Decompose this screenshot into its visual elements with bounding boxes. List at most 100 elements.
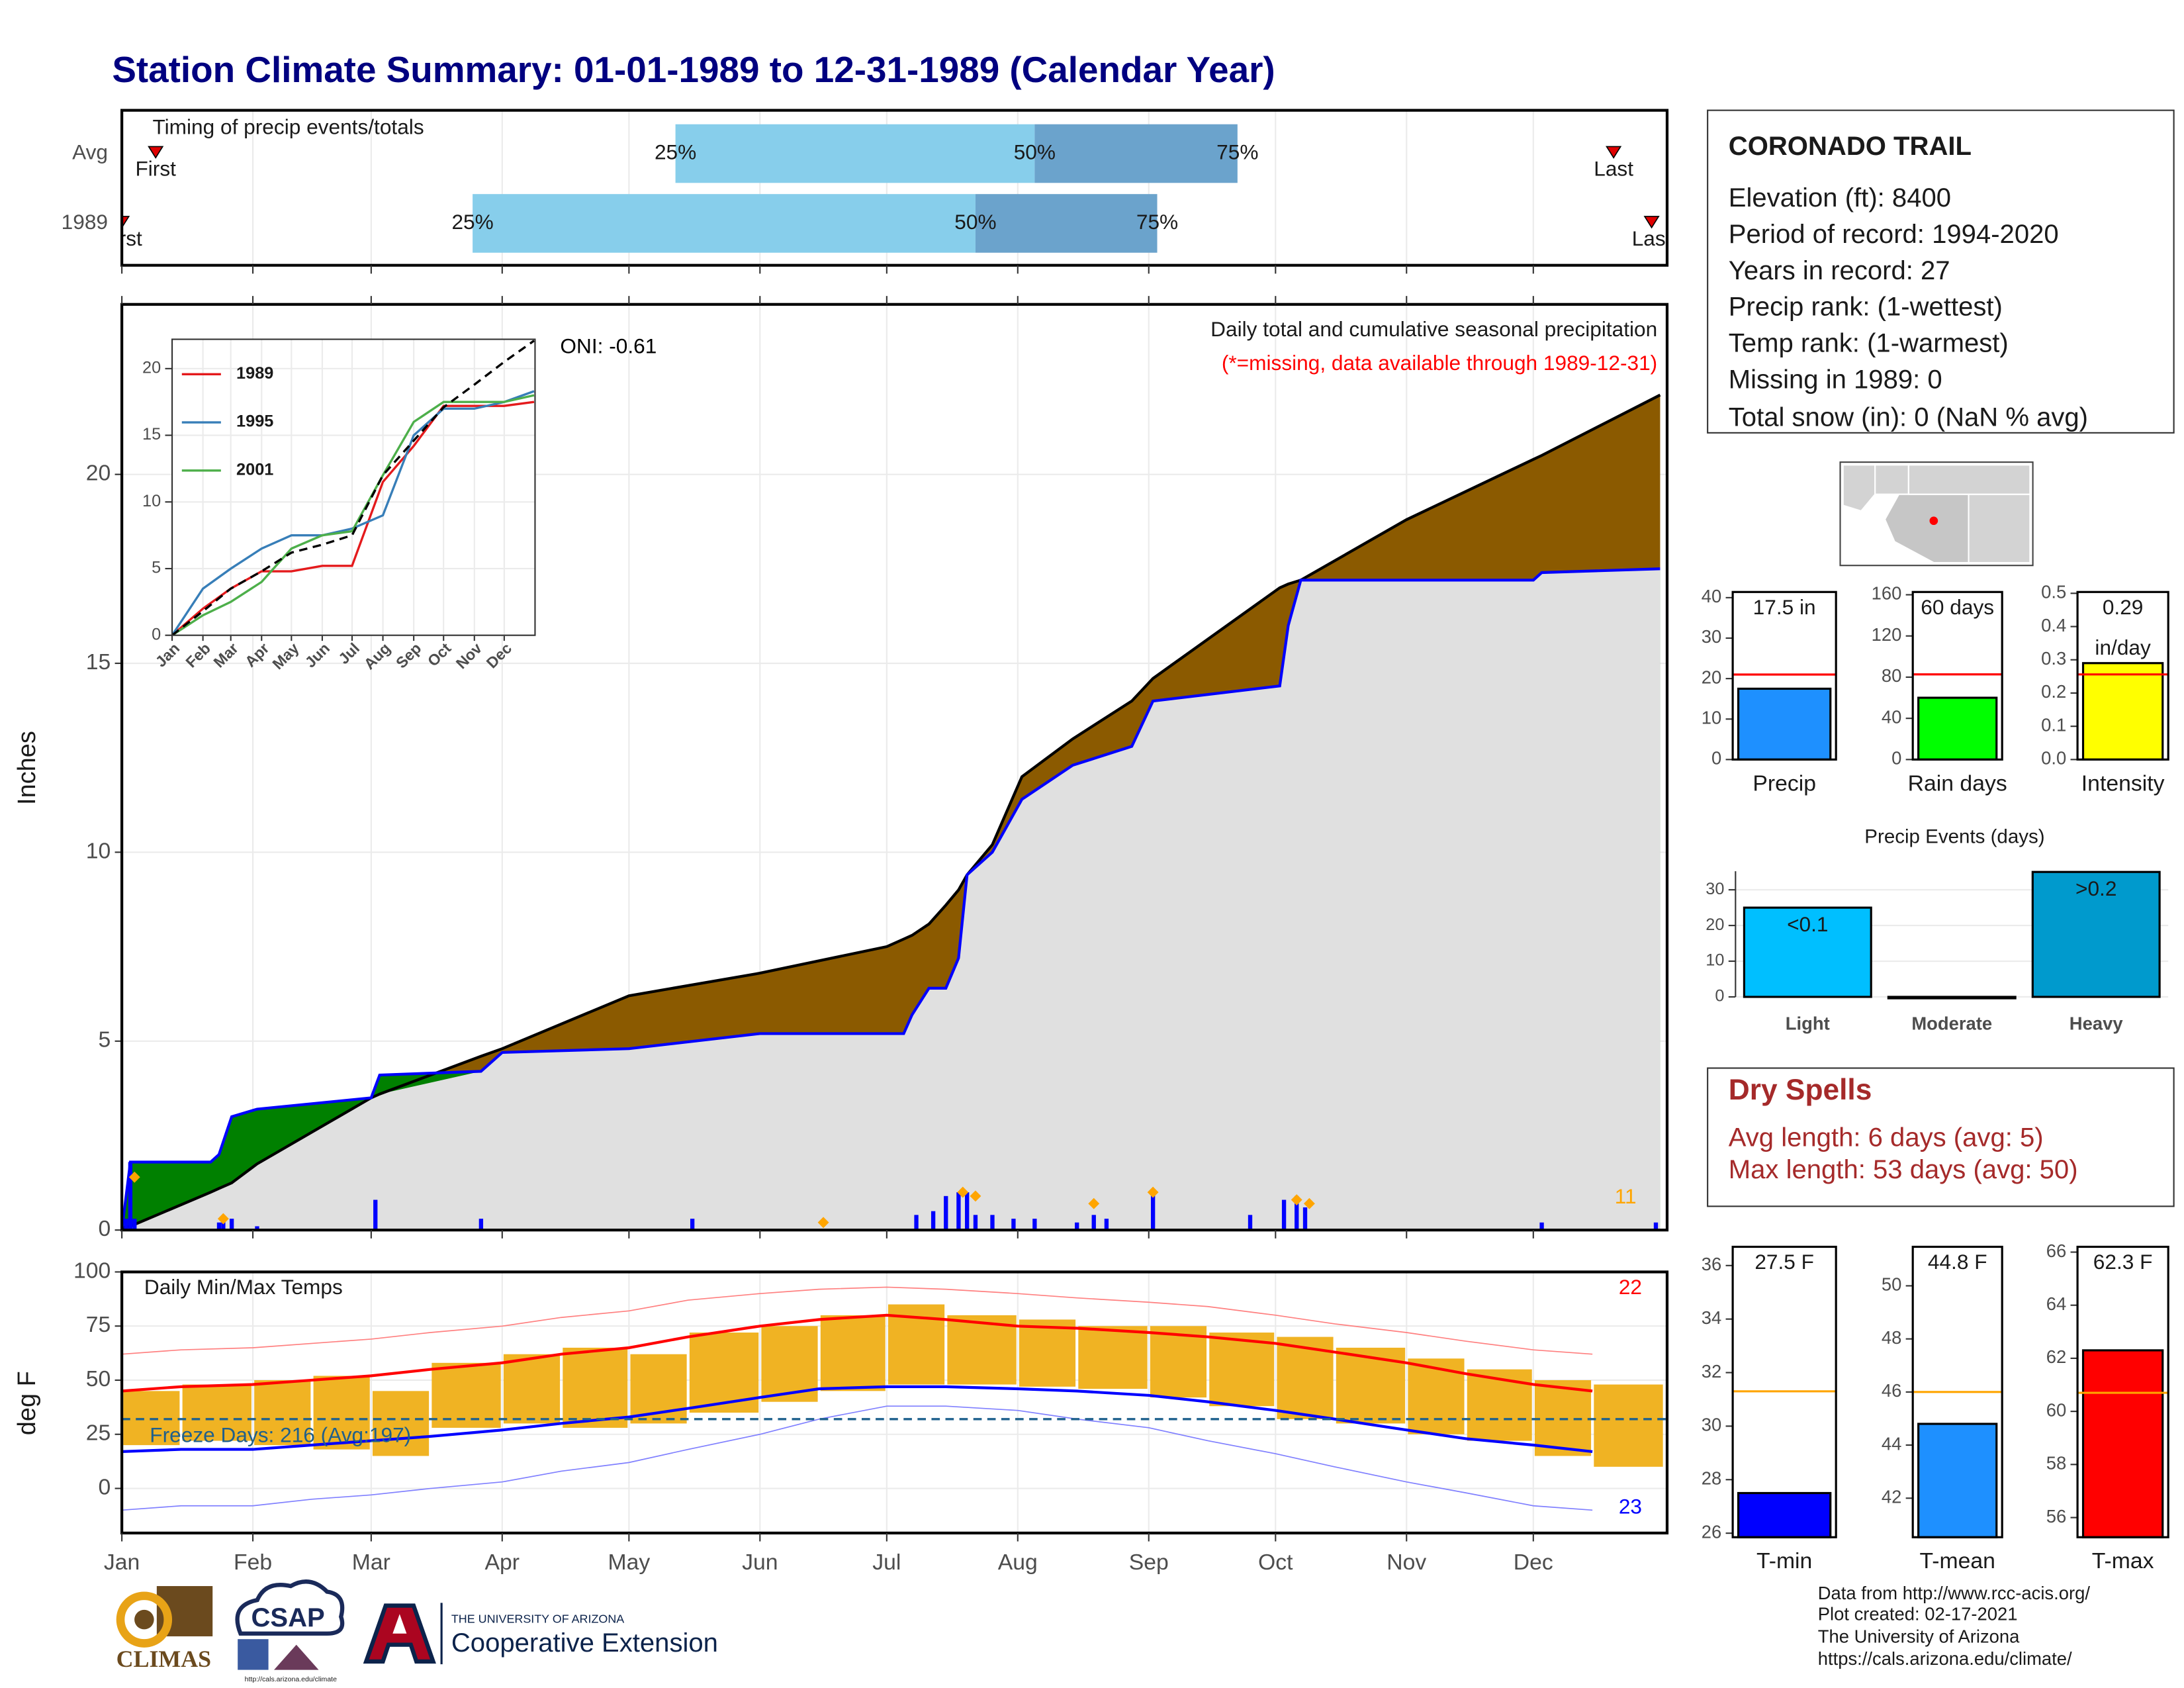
y-tick-label: 0 bbox=[1715, 987, 1724, 1006]
temp-range-bar bbox=[947, 1315, 1017, 1385]
daily-bar bbox=[1539, 1222, 1544, 1231]
temp-range-bar bbox=[1336, 1347, 1406, 1424]
temp-range-bar bbox=[820, 1315, 886, 1391]
value-label: 0.29 bbox=[2103, 595, 2144, 619]
row-label: 1989 bbox=[62, 210, 108, 234]
csap-logo: CSAP http://cals.arizona.edu/climate bbox=[235, 1579, 345, 1683]
series-line bbox=[172, 340, 535, 635]
daily-bar bbox=[124, 1219, 128, 1231]
x-tick-label: Jun bbox=[302, 639, 334, 671]
daily-bar bbox=[1248, 1215, 1253, 1231]
plot-frame bbox=[2076, 590, 2169, 761]
x-tick-label: Sep bbox=[1129, 1550, 1169, 1575]
y-tick-label: 15 bbox=[142, 425, 161, 444]
temp-line bbox=[122, 1405, 1593, 1511]
bar bbox=[2081, 1349, 2164, 1538]
panel-title: Timing of precip events/totals bbox=[153, 115, 424, 138]
logo-shape bbox=[274, 1644, 319, 1670]
x-tick-label: T-max bbox=[2092, 1548, 2154, 1573]
temp-range-bar bbox=[1019, 1319, 1076, 1387]
event-marker bbox=[1643, 216, 1660, 229]
bar bbox=[1887, 996, 2017, 1000]
y-tick-label: 28 bbox=[1702, 1468, 1721, 1489]
map-region bbox=[1842, 464, 1876, 512]
daily-bar bbox=[944, 1196, 948, 1231]
x-tick-label: Jul bbox=[872, 1550, 901, 1575]
highlight-marker bbox=[817, 1217, 829, 1229]
y-tick-label: 44 bbox=[1882, 1433, 1901, 1454]
daily-bar bbox=[1302, 1207, 1308, 1231]
station-line: Elevation (ft): 8400 bbox=[1729, 183, 1951, 212]
x-tick-label: Dec bbox=[483, 639, 516, 672]
y-tick-label: 10 bbox=[1702, 707, 1721, 727]
x-tick-label: May bbox=[269, 639, 302, 673]
annotation: 22 bbox=[1619, 1275, 1642, 1299]
y-tick-label: 46 bbox=[1882, 1380, 1901, 1401]
y-tick-label: 0.0 bbox=[2041, 748, 2066, 769]
y-tick-label: 34 bbox=[1702, 1307, 1721, 1328]
y-tick-label: 62 bbox=[2046, 1346, 2066, 1367]
temp-line bbox=[122, 1385, 1593, 1454]
legend-label: 1995 bbox=[236, 412, 273, 431]
y-tick-label: 0 bbox=[98, 1216, 111, 1241]
inset-frame bbox=[171, 338, 536, 636]
dry-spells-box bbox=[1707, 1067, 2175, 1207]
x-tick-label: Mar bbox=[352, 1550, 390, 1575]
station-line: Total snow (in): 0 (NaN % avg) bbox=[1729, 402, 2088, 432]
timing-rows: 25% 50% 75% First Last 25% 50% 75% First Last bbox=[101, 124, 1667, 253]
event-marker bbox=[148, 146, 164, 159]
value-label: 62.3 F bbox=[2093, 1250, 2153, 1274]
x-tick-label: Jun bbox=[742, 1550, 778, 1575]
x-tick-label: Light bbox=[1786, 1013, 1830, 1033]
x-tick-label: Jan bbox=[152, 639, 183, 671]
logo-shape bbox=[116, 1591, 173, 1648]
row-label: Avg bbox=[72, 140, 108, 164]
annotation: ONI: -0.61 bbox=[560, 334, 657, 358]
y-tick-label: 0.2 bbox=[2041, 681, 2066, 702]
x-tick-label: Aug bbox=[998, 1550, 1038, 1575]
bar bbox=[2031, 870, 2161, 998]
y-tick-label: 0.1 bbox=[2041, 714, 2066, 735]
y-tick-label: 50 bbox=[86, 1366, 111, 1391]
temp-range-bar bbox=[1150, 1326, 1207, 1398]
highlight-marker bbox=[1088, 1197, 1100, 1209]
event-label: First bbox=[101, 226, 142, 250]
daily-bar bbox=[1011, 1219, 1016, 1231]
y-tick-label: 30 bbox=[1702, 626, 1721, 647]
station-line: Years in record: 27 bbox=[1729, 256, 1950, 285]
bar bbox=[1917, 696, 1998, 761]
y-tick-label: 30 bbox=[1702, 1415, 1721, 1435]
x-tick-label: Jan bbox=[104, 1550, 140, 1575]
logo-shape bbox=[134, 1609, 154, 1630]
plot-frame bbox=[1911, 1245, 2003, 1538]
highlight-marker bbox=[1147, 1186, 1159, 1198]
logo-text: Cooperative Extension bbox=[451, 1628, 718, 1658]
y-tick-label: 58 bbox=[2046, 1453, 2066, 1474]
temp-range-bar bbox=[1594, 1384, 1663, 1467]
x-tick-label: Oct bbox=[1258, 1550, 1293, 1575]
event-label: Last bbox=[1594, 157, 1633, 181]
daily-bar bbox=[914, 1215, 919, 1231]
y-tick-label: 20 bbox=[86, 461, 111, 486]
y-tick-label: 60 bbox=[2046, 1399, 2066, 1420]
temp-range-bar bbox=[1078, 1326, 1148, 1389]
y-tick-label: 5 bbox=[98, 1027, 111, 1053]
bar bbox=[2081, 662, 2164, 761]
temp-range-bar bbox=[1408, 1358, 1465, 1434]
x-tick-label: Moderate bbox=[1911, 1013, 1992, 1033]
quantile-label: 75% bbox=[1136, 210, 1178, 234]
y-tick-label: 10 bbox=[1706, 951, 1724, 970]
y-axis-label: Inches bbox=[13, 731, 41, 805]
logo-shape bbox=[392, 1614, 407, 1634]
y-tick-label: 40 bbox=[1702, 586, 1721, 606]
logo-text: http://cals.arizona.edu/climate bbox=[245, 1675, 337, 1683]
daily-bar bbox=[1281, 1199, 1287, 1231]
y-tick-label: 100 bbox=[73, 1258, 111, 1283]
daily-bar bbox=[931, 1211, 936, 1231]
x-tick-label: May bbox=[608, 1550, 650, 1575]
freeze-label: Freeze Days: 216 (Avg:197) bbox=[150, 1423, 411, 1447]
daily-bar bbox=[1295, 1196, 1299, 1231]
y-tick-label: 20 bbox=[1702, 667, 1721, 687]
